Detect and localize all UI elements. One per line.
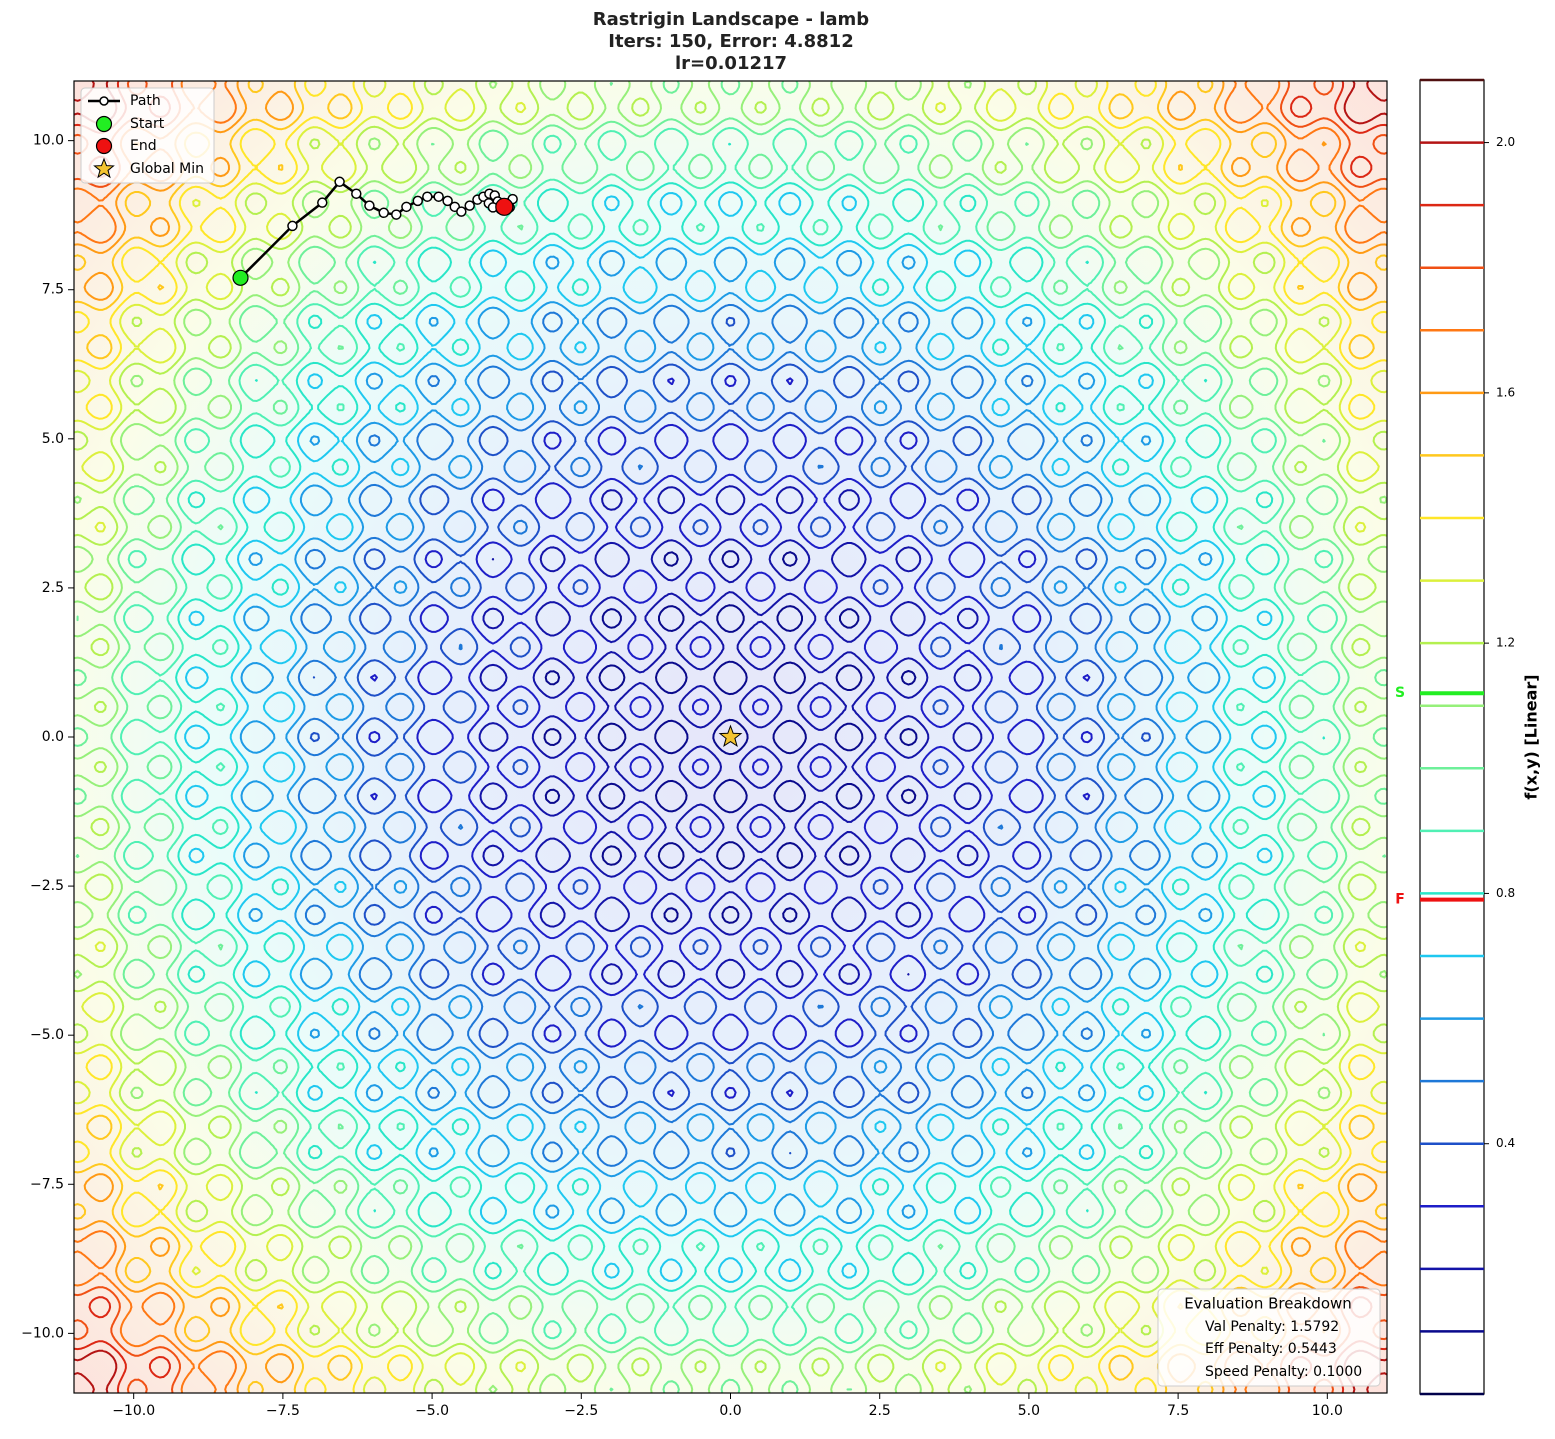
y-tick-label: 2.5 xyxy=(42,580,64,596)
path-point xyxy=(422,191,433,202)
path-point xyxy=(378,207,389,219)
x-tick-label: −2.5 xyxy=(564,1403,598,1419)
x-tick-label: 7.5 xyxy=(1167,1403,1189,1419)
colorbar-marker-label: S xyxy=(1395,685,1405,701)
contour-line xyxy=(74,81,1387,1393)
contour-line xyxy=(74,81,1387,1393)
breakdown-title: Evaluation Breakdown xyxy=(1184,1295,1352,1313)
path-point xyxy=(442,195,453,207)
path-point xyxy=(391,209,402,220)
legend-label: Start xyxy=(130,116,165,132)
path-point xyxy=(317,197,328,208)
contour-line xyxy=(120,127,1341,1348)
path-point xyxy=(412,195,424,207)
x-tick-label: 0.0 xyxy=(719,1403,741,1419)
contour-line xyxy=(368,375,1093,1099)
breakdown-line: Val Penalty: 1.5792 xyxy=(1205,1319,1339,1335)
x-tick-label: 10.0 xyxy=(1312,1403,1343,1419)
legend-label: Path xyxy=(130,93,161,109)
colorbar xyxy=(1419,79,1485,1395)
contours xyxy=(74,81,1387,1393)
contour-line xyxy=(297,303,1164,1171)
y-tick-label: −10.0 xyxy=(21,1325,64,1341)
legend-marker xyxy=(95,115,113,133)
global-min-marker xyxy=(718,724,743,748)
path-point xyxy=(351,188,362,199)
start-marker xyxy=(232,269,249,286)
contour-line xyxy=(239,246,1222,1228)
colorbar-tick-label: 0.8 xyxy=(1496,886,1515,900)
path-point xyxy=(401,201,412,213)
legend-marker xyxy=(95,137,113,155)
x-tick-label: 5.0 xyxy=(1018,1403,1040,1419)
y-tick-label: −5.0 xyxy=(30,1027,64,1043)
colorbar-tick-label: 2.0 xyxy=(1496,135,1515,149)
path-point xyxy=(287,220,298,232)
colorbar-tick-label: 0.4 xyxy=(1496,1136,1515,1150)
y-tick-label: 7.5 xyxy=(42,282,64,298)
x-tick-label: −5.0 xyxy=(415,1403,449,1419)
x-tick-label: −7.5 xyxy=(266,1403,300,1419)
path-point xyxy=(464,200,475,211)
y-tick-label: −7.5 xyxy=(30,1176,64,1192)
contour-line xyxy=(478,485,983,989)
colorbar-marker-label: F xyxy=(1395,892,1405,908)
path-point xyxy=(334,176,345,188)
legend-marker xyxy=(93,157,115,179)
y-tick-label: 10.0 xyxy=(33,133,64,149)
legend: Path Start End Global Min xyxy=(80,87,215,184)
path-point xyxy=(433,191,444,202)
legend-marker xyxy=(99,96,109,106)
breakdown-line: Speed Penalty: 0.1000 xyxy=(1205,1364,1362,1380)
x-tick-label: −10.0 xyxy=(112,1403,155,1419)
y-tick-label: 5.0 xyxy=(42,431,64,447)
legend-label: Global Min xyxy=(130,161,204,177)
title-line: Rastrigin Landscape - lamb xyxy=(593,9,870,30)
title-line: lr=0.01217 xyxy=(675,53,787,74)
y-tick-label: −2.5 xyxy=(30,878,64,894)
path-point xyxy=(456,206,467,217)
colorbar-label: f(x,y) [Linear] xyxy=(1522,674,1541,799)
breakdown-frame xyxy=(1157,1288,1381,1387)
colorbar-tick-label: 1.6 xyxy=(1496,385,1515,399)
contour-line xyxy=(74,81,1387,1393)
breakdown-box: Evaluation Breakdown Val Penalty: 1.5792… xyxy=(1157,1288,1381,1387)
contour-line xyxy=(543,550,918,924)
legend-box xyxy=(80,87,215,184)
breakdown-line: Eff Penalty: 0.5443 xyxy=(1205,1341,1337,1357)
y-tick-label: 0.0 xyxy=(42,729,64,745)
contour-line xyxy=(174,142,1326,1293)
path-point xyxy=(364,200,375,211)
legend-label: End xyxy=(130,138,157,154)
contour-line xyxy=(74,81,1387,1393)
contour-line xyxy=(184,191,1277,1283)
x-tick-label: 2.5 xyxy=(869,1403,891,1419)
end-marker xyxy=(495,197,514,216)
colorbar-tick-label: 1.2 xyxy=(1496,636,1515,650)
title-line: Iters: 150, Error: 4.8812 xyxy=(608,31,853,52)
contour-line xyxy=(309,316,1151,1158)
